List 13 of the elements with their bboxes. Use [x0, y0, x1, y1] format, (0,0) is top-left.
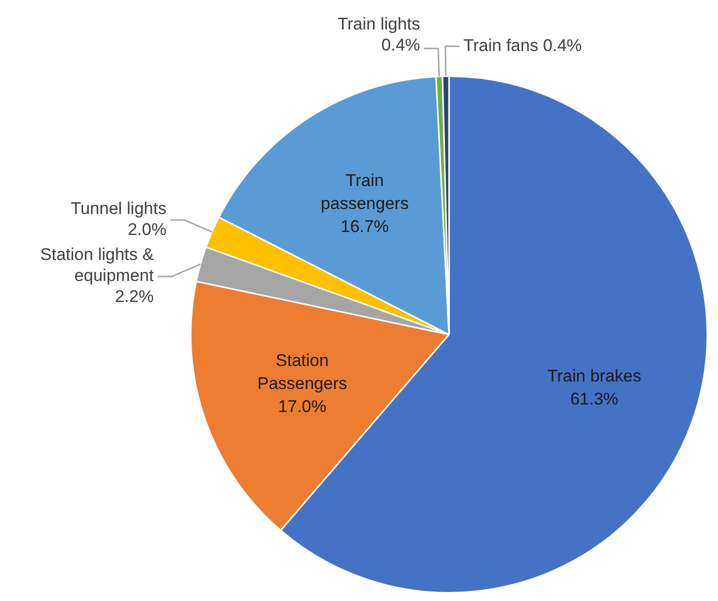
slice-label: Train passengers [320, 171, 409, 214]
data-label: 61.3% [570, 390, 618, 409]
slice-label: Train lights [338, 14, 420, 34]
slice-label: Tunnel lights [70, 199, 166, 218]
data-label: 0.4% [381, 36, 420, 55]
slice-label: Train fans 0.4% [463, 36, 582, 55]
data-label: 2.2% [114, 287, 154, 306]
data-label: 17.0% [278, 396, 326, 416]
slice-label: Station Passengers [257, 350, 348, 393]
slice-label: Train brakes [547, 366, 642, 386]
data-label: 2.0% [128, 220, 166, 240]
data-label: 16.7% [340, 217, 389, 236]
slice-label: Station lights & equipment [40, 245, 154, 286]
